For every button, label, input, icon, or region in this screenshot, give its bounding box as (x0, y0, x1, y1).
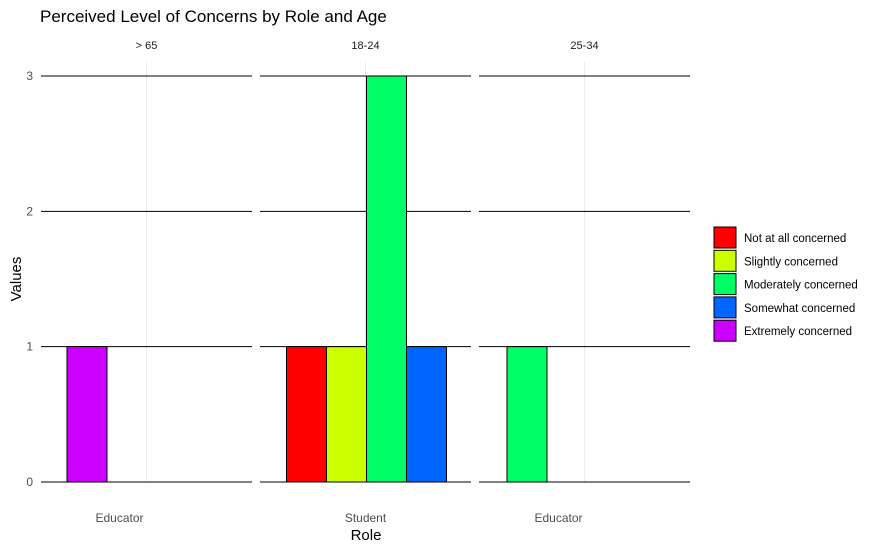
legend-label: Not at all concerned (744, 233, 846, 245)
facet-strip-label: 18-24 (351, 40, 379, 52)
legend-label: Extremely concerned (744, 326, 852, 338)
facet-panel: 25-34 Educator (479, 40, 690, 525)
y-tick-label: 2 (26, 204, 33, 218)
bar (406, 346, 447, 483)
legend-item: Moderately concerned (713, 273, 858, 296)
legend-item: Extremely concerned (713, 319, 852, 342)
x-axis-title: Role (351, 527, 382, 544)
bar (326, 346, 367, 483)
legend-label: Slightly concerned (744, 256, 838, 268)
legend-item: Not at all concerned (713, 226, 846, 249)
chart-title: Perceived Level of Concerns by Role and … (40, 7, 387, 26)
x-tick-label: Educator (95, 511, 143, 525)
y-tick-label: 0 (26, 475, 33, 489)
legend-swatch (713, 296, 737, 319)
bar (506, 346, 548, 483)
y-tick-label: 1 (26, 340, 33, 354)
legend-swatch (713, 226, 737, 249)
x-tick-label: Student (345, 511, 387, 525)
y-axis-title: Values (8, 257, 25, 302)
legend-swatch (713, 319, 737, 342)
facet-panel: 18-24 Student (260, 40, 471, 525)
facet-panel: > 65 Educator (41, 40, 252, 525)
legend-swatch (713, 249, 737, 272)
bar (366, 75, 407, 483)
facet-panels: > 65 Educator 18-24 Student 25-34 Educator (41, 40, 690, 525)
x-tick-label: Educator (534, 511, 582, 525)
legend-label: Moderately concerned (744, 280, 858, 292)
legend-label: Somewhat concerned (744, 303, 855, 315)
legend-swatch (713, 273, 737, 296)
facet-strip-label: 25-34 (570, 40, 598, 52)
facet-strip-label: > 65 (136, 40, 158, 52)
bar (286, 346, 327, 483)
y-tick-label: 3 (26, 69, 33, 83)
legend: Not at all concerned Slightly concerned Mo… (713, 226, 858, 342)
legend-item: Somewhat concerned (713, 296, 855, 319)
y-axis: 0 1 2 3 (26, 69, 33, 489)
bar (66, 346, 108, 483)
legend-item: Slightly concerned (713, 249, 838, 272)
